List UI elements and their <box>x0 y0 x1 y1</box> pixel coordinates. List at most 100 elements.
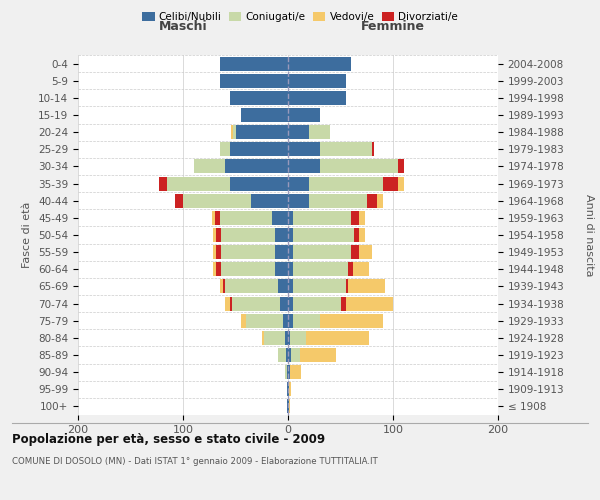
Bar <box>290 365 301 379</box>
Bar <box>230 296 232 310</box>
Bar <box>214 245 215 259</box>
Bar <box>221 228 275 242</box>
Bar <box>351 211 359 225</box>
Bar <box>288 194 309 207</box>
Bar <box>291 348 299 362</box>
Bar <box>288 262 293 276</box>
Bar <box>288 314 293 328</box>
Bar <box>367 194 377 207</box>
Bar <box>293 296 341 310</box>
Legend: Celibi/Nubili, Coniugati/e, Vedovi/e, Divorziati/e: Celibi/Nubili, Coniugati/e, Vedovi/e, Di… <box>138 8 462 26</box>
Bar <box>275 262 288 276</box>
Bar <box>320 160 398 173</box>
Bar <box>159 176 167 190</box>
Bar <box>288 296 293 310</box>
Bar <box>215 262 221 276</box>
Bar <box>320 142 372 156</box>
Bar <box>288 160 320 173</box>
Bar <box>346 296 393 310</box>
Bar <box>288 91 346 105</box>
Bar <box>277 348 286 362</box>
Bar <box>283 314 288 328</box>
Bar <box>232 296 280 310</box>
Bar <box>288 211 293 225</box>
Y-axis label: Anni di nascita: Anni di nascita <box>584 194 594 276</box>
Bar <box>288 125 309 139</box>
Bar <box>215 228 221 242</box>
Bar <box>233 125 235 139</box>
Bar <box>230 91 288 105</box>
Bar <box>183 194 251 207</box>
Bar <box>377 194 383 207</box>
Bar <box>306 331 369 345</box>
Bar <box>288 142 320 156</box>
Bar <box>288 348 291 362</box>
Bar <box>299 348 337 362</box>
Bar <box>288 56 351 70</box>
Bar <box>223 280 225 293</box>
Bar <box>167 176 230 190</box>
Y-axis label: Fasce di età: Fasce di età <box>22 202 32 268</box>
Bar <box>220 280 223 293</box>
Bar <box>348 262 353 276</box>
Bar <box>221 245 275 259</box>
Bar <box>372 142 374 156</box>
Bar <box>353 262 369 276</box>
Bar <box>289 400 290 413</box>
Bar <box>272 211 288 225</box>
Text: COMUNE DI DOSOLO (MN) - Dati ISTAT 1° gennaio 2009 - Elaborazione TUTTITALIA.IT: COMUNE DI DOSOLO (MN) - Dati ISTAT 1° ge… <box>12 458 378 466</box>
Bar <box>230 142 288 156</box>
Bar <box>351 245 359 259</box>
Bar <box>287 382 288 396</box>
Bar <box>214 228 215 242</box>
Bar <box>220 142 230 156</box>
Bar <box>341 296 346 310</box>
Bar <box>225 280 277 293</box>
Bar <box>348 280 385 293</box>
Bar <box>285 365 287 379</box>
Bar <box>309 125 330 139</box>
Bar <box>214 262 215 276</box>
Text: Maschi: Maschi <box>158 20 208 32</box>
Bar <box>235 125 288 139</box>
Bar <box>287 400 288 413</box>
Bar <box>280 296 288 310</box>
Bar <box>288 280 293 293</box>
Bar <box>293 262 348 276</box>
Bar <box>275 228 288 242</box>
Bar <box>220 56 288 70</box>
Bar <box>285 331 288 345</box>
Bar <box>398 160 404 173</box>
Bar <box>175 194 183 207</box>
Bar <box>277 280 288 293</box>
Bar <box>262 331 264 345</box>
Bar <box>286 348 288 362</box>
Bar <box>221 262 275 276</box>
Bar <box>288 400 289 413</box>
Bar <box>359 228 365 242</box>
Bar <box>241 108 288 122</box>
Bar <box>212 211 215 225</box>
Bar <box>193 160 225 173</box>
Bar <box>359 211 365 225</box>
Bar <box>215 245 221 259</box>
Bar <box>215 211 220 225</box>
Bar <box>290 331 306 345</box>
Bar <box>293 314 320 328</box>
Bar <box>354 228 359 242</box>
Bar <box>241 314 246 328</box>
Bar <box>275 245 288 259</box>
Bar <box>293 211 351 225</box>
Bar <box>309 194 367 207</box>
Bar <box>288 74 346 88</box>
Bar <box>287 365 288 379</box>
Bar <box>359 245 372 259</box>
Bar <box>289 382 291 396</box>
Text: Popolazione per età, sesso e stato civile - 2009: Popolazione per età, sesso e stato civil… <box>12 432 325 446</box>
Bar <box>220 211 272 225</box>
Bar <box>288 365 290 379</box>
Bar <box>225 296 230 310</box>
Bar <box>346 280 348 293</box>
Bar <box>288 331 290 345</box>
Bar <box>288 108 320 122</box>
